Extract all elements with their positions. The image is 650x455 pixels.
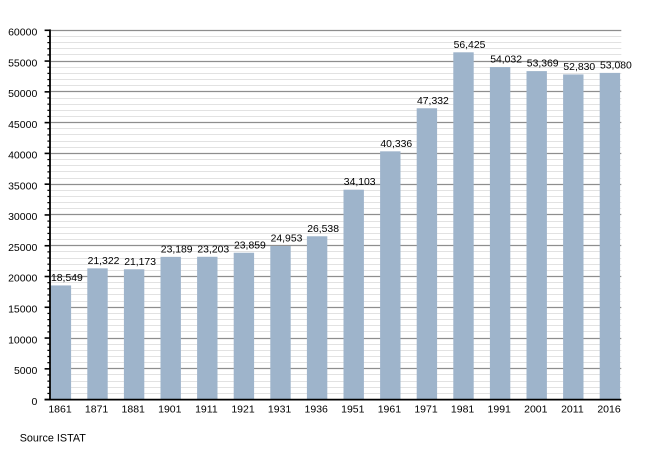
svg-text:20000: 20000: [8, 273, 37, 285]
svg-text:1921: 1921: [231, 403, 255, 415]
svg-text:40000: 40000: [8, 150, 37, 162]
svg-text:2016: 2016: [597, 403, 621, 415]
svg-text:25000: 25000: [8, 242, 37, 254]
svg-text:23,859: 23,859: [234, 240, 266, 251]
svg-text:5000: 5000: [14, 365, 38, 377]
svg-text:23,189: 23,189: [161, 244, 193, 255]
svg-text:1931: 1931: [268, 403, 292, 415]
svg-text:60000: 60000: [8, 27, 37, 39]
svg-text:21,173: 21,173: [124, 257, 156, 268]
svg-text:18,549: 18,549: [51, 273, 83, 284]
svg-text:1911: 1911: [195, 403, 218, 415]
svg-text:47,332: 47,332: [417, 96, 449, 107]
svg-text:30000: 30000: [8, 211, 37, 223]
svg-text:23,203: 23,203: [197, 244, 229, 255]
svg-text:Source ISTAT: Source ISTAT: [20, 433, 87, 445]
svg-text:1936: 1936: [305, 403, 329, 415]
svg-text:1971: 1971: [414, 403, 438, 415]
svg-text:1901: 1901: [158, 403, 182, 415]
svg-text:55000: 55000: [8, 57, 37, 69]
svg-text:1991: 1991: [488, 403, 512, 415]
svg-text:1951: 1951: [341, 403, 365, 415]
svg-text:21,322: 21,322: [88, 256, 120, 267]
svg-text:53,080: 53,080: [600, 60, 632, 71]
svg-text:1961: 1961: [378, 403, 402, 415]
svg-text:52,830: 52,830: [563, 62, 595, 73]
svg-text:26,538: 26,538: [307, 224, 339, 235]
svg-text:34,103: 34,103: [344, 177, 376, 188]
svg-text:0: 0: [31, 396, 37, 408]
svg-text:2001: 2001: [524, 403, 548, 415]
svg-text:1981: 1981: [451, 403, 475, 415]
svg-text:56,425: 56,425: [454, 40, 486, 51]
svg-text:53,369: 53,369: [527, 59, 559, 70]
svg-text:50000: 50000: [8, 88, 37, 100]
svg-text:2011: 2011: [561, 403, 584, 415]
svg-text:10000: 10000: [8, 334, 37, 346]
svg-text:1871: 1871: [85, 403, 109, 415]
svg-text:1861: 1861: [48, 403, 72, 415]
svg-text:1881: 1881: [122, 403, 146, 415]
svg-text:54,032: 54,032: [490, 55, 522, 66]
svg-text:15000: 15000: [8, 303, 37, 315]
svg-text:45000: 45000: [8, 119, 37, 131]
svg-text:35000: 35000: [8, 180, 37, 192]
svg-text:40,336: 40,336: [380, 139, 412, 150]
svg-text:24,953: 24,953: [271, 234, 303, 245]
